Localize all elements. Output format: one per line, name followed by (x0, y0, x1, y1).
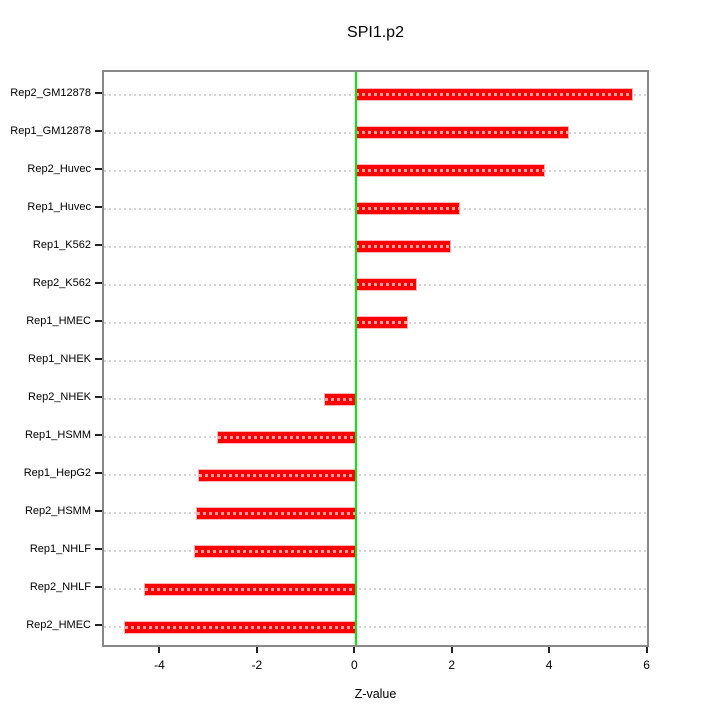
bar-Rep2_NHLF (144, 583, 357, 595)
bar-dash-pattern (356, 207, 460, 211)
y-axis-tick (95, 510, 102, 513)
grid-line (104, 359, 647, 362)
x-axis-title: Z-value (354, 687, 397, 701)
grid-line (104, 474, 647, 477)
y-axis-tick (95, 624, 102, 627)
grid-line (104, 512, 647, 515)
bar-dash-pattern (217, 435, 357, 439)
y-tick-label-Rep2_Huvec: Rep2_Huvec (27, 162, 91, 175)
y-tick-label-Rep1_GM12878: Rep1_GM12878 (10, 124, 91, 137)
y-axis-tick (95, 91, 102, 94)
y-tick-label-Rep2_HMEC: Rep2_HMEC (26, 619, 91, 632)
y-tick-label-Rep1_NHEK: Rep1_NHEK (28, 352, 91, 365)
x-axis-tick (548, 647, 551, 653)
y-tick-label-Rep1_HMEC: Rep1_HMEC (26, 314, 91, 327)
grid-line (104, 588, 647, 591)
y-tick-label-Rep1_K562: Rep1_K562 (32, 238, 91, 251)
y-axis-tick (95, 319, 102, 322)
bar-Rep1_HSMM (217, 431, 357, 443)
y-axis-tick (95, 281, 102, 284)
x-axis-tick (645, 647, 648, 653)
bar-Rep1_K562 (356, 241, 451, 253)
chart-title: SPI1.p2 (347, 24, 404, 41)
bar-dash-pattern (197, 511, 357, 515)
y-axis-tick (95, 472, 102, 475)
x-tick-label--4: -4 (154, 658, 165, 672)
bar-Rep1_HMEC (356, 317, 408, 329)
y-axis-tick (95, 205, 102, 208)
bar-Rep1_NHLF (194, 545, 357, 557)
y-axis-tick (95, 434, 102, 437)
bar-Rep1_Huvec (356, 203, 460, 215)
y-axis-tick (95, 357, 102, 360)
bar-Rep2_NHEK (324, 393, 357, 405)
plot-area (102, 70, 649, 647)
x-tick-label-2: 2 (448, 658, 456, 672)
bar-Rep2_HMEC (124, 621, 357, 633)
bar-dash-pattern (356, 245, 451, 249)
bar-Rep1_GM12878 (356, 127, 569, 139)
y-tick-label-Rep1_HepG2: Rep1_HepG2 (23, 467, 91, 480)
grid-line (104, 626, 647, 629)
bar-dash-pattern (356, 93, 632, 96)
x-axis-tick (255, 647, 258, 653)
y-axis-tick (95, 129, 102, 132)
y-tick-label-Rep1_NHLF: Rep1_NHLF (29, 543, 91, 556)
grid-line (104, 398, 647, 401)
x-tick-label-4: 4 (545, 658, 553, 672)
bar-Rep2_Huvec (356, 165, 545, 177)
x-axis-tick (353, 647, 356, 653)
bar-dash-pattern (356, 321, 408, 325)
y-tick-label-Rep2_HSMM: Rep2_HSMM (24, 505, 91, 518)
grid-line (104, 550, 647, 553)
y-axis-tick (95, 167, 102, 170)
x-tick-label--2: -2 (251, 658, 263, 672)
bar-dash-pattern (356, 169, 545, 173)
y-axis-tick (95, 548, 102, 551)
bar-Rep2_HSMM (197, 507, 357, 519)
bar-Rep2_GM12878 (356, 89, 632, 100)
grid-line (104, 436, 647, 439)
bar-dash-pattern (124, 625, 357, 629)
zero-line (355, 72, 358, 645)
x-tick-label-6: 6 (643, 658, 650, 672)
y-axis-tick (95, 243, 102, 246)
y-axis-tick (95, 586, 102, 589)
y-tick-label-Rep1_HSMM: Rep1_HSMM (24, 429, 91, 442)
y-tick-label-Rep2_NHEK: Rep2_NHEK (28, 391, 91, 404)
x-axis-tick (450, 647, 453, 653)
bar-dash-pattern (324, 397, 357, 401)
bar-Rep2_K562 (356, 279, 416, 291)
x-axis-tick (158, 647, 161, 653)
y-tick-label-Rep2_K562: Rep2_K562 (32, 276, 91, 289)
x-tick-label-0: 0 (350, 658, 358, 672)
y-tick-label-Rep2_NHLF: Rep2_NHLF (29, 581, 91, 594)
y-axis-tick (95, 396, 102, 399)
bar-dash-pattern (356, 283, 416, 287)
bar-Rep1_HepG2 (198, 469, 357, 481)
y-tick-label-Rep1_Huvec: Rep1_Huvec (27, 200, 91, 213)
bar-dash-pattern (198, 473, 357, 477)
bar-dash-pattern (194, 549, 357, 553)
bar-dash-pattern (356, 131, 569, 135)
y-tick-label-Rep2_GM12878: Rep2_GM12878 (10, 86, 91, 99)
bar-dash-pattern (144, 587, 357, 591)
